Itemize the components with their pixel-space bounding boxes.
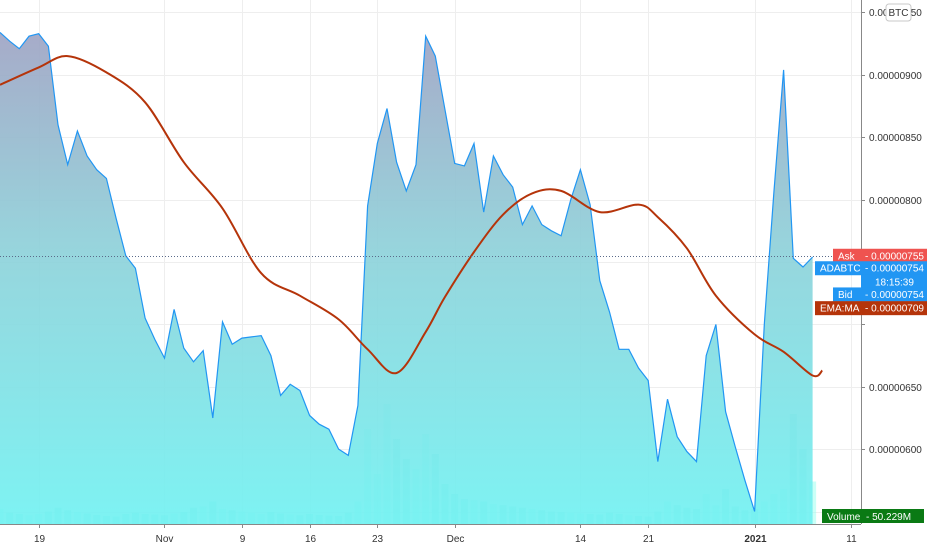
price-area-fill: [0, 32, 813, 525]
price-badge-value: - 0.00000709: [865, 304, 924, 315]
volume-badge-name-bg: [822, 509, 862, 523]
price-badge: Bid - 0.00000754: [833, 287, 927, 302]
x-tick-label: 2021: [744, 534, 767, 545]
ema-line: [0, 55, 824, 378]
volume-badge-value: - 50.229M: [866, 512, 911, 523]
price-badge: Ask - 0.00000755: [833, 248, 927, 263]
price-badge-name-bg: [815, 301, 861, 316]
price-badge-value: - 0.00000755: [865, 251, 924, 262]
price-badge: ADABTC - 0.00000754: [815, 261, 927, 276]
x-axis-ticks[interactable]: 19 Nov 9 16 23 Dec 14 21 2021 11: [34, 524, 857, 545]
y-tick-label: 0.00000850: [869, 133, 922, 144]
price-badge-name: ADABTC: [820, 264, 861, 275]
price-line: [0, 31, 814, 512]
volume-badge: Volume - 50.229M: [822, 509, 924, 523]
x-tick-label: 14: [575, 534, 587, 545]
price-badge-name-bg: [833, 287, 861, 302]
x-tick-label: 21: [643, 534, 655, 545]
ema-path: [0, 55, 824, 378]
price-badge-value-bg: [861, 287, 927, 302]
price-badge-value-bg: [861, 274, 927, 289]
price-badge-value-bg: [861, 261, 927, 276]
price-badge-value: - 0.00000754: [865, 290, 924, 301]
price-badge-name-bg: [833, 248, 861, 263]
price-badge-name: Bid: [838, 290, 852, 301]
x-tick-label: 11: [846, 534, 857, 545]
y-tick-label: 0.00000900: [869, 71, 922, 82]
volume-badge-value-bg: [862, 509, 924, 523]
price-area: [0, 31, 814, 525]
x-tick-label: Dec: [447, 534, 465, 545]
price-badge-value-bg: [861, 301, 927, 316]
volume-badge-name: Volume: [827, 512, 861, 523]
x-tick-label: 19: [34, 534, 46, 545]
y-tick-label: 0.00000800: [869, 196, 922, 207]
price-badge-name: Ask: [838, 251, 856, 262]
x-tick-label: Nov: [156, 534, 174, 545]
currency-badge[interactable]: BTC: [885, 3, 912, 22]
price-badge-name: EMA:MA: [820, 304, 860, 315]
x-tick-label: 9: [240, 534, 246, 545]
x-tick-label: 23: [372, 534, 384, 545]
currency-badge-text: BTC: [889, 8, 909, 19]
price-badge-name-bg: [815, 261, 861, 276]
y-tick-label: 0.00000650: [869, 383, 922, 394]
price-badge-value: 18:15:39: [875, 277, 914, 288]
price-labels: Ask - 0.00000755 ADABTC - 0.00000754 18:15:3…: [815, 248, 927, 316]
price-badge-value-bg: [861, 248, 927, 263]
volume-bar: [809, 481, 817, 524]
price-badge-value: - 0.00000754: [865, 264, 924, 275]
price-badge: 18:15:39: [861, 274, 927, 289]
y-tick-label: 0.00000600: [869, 445, 922, 456]
price-badge: EMA:MA - 0.00000709: [815, 301, 927, 316]
x-tick-label: 16: [305, 534, 317, 545]
